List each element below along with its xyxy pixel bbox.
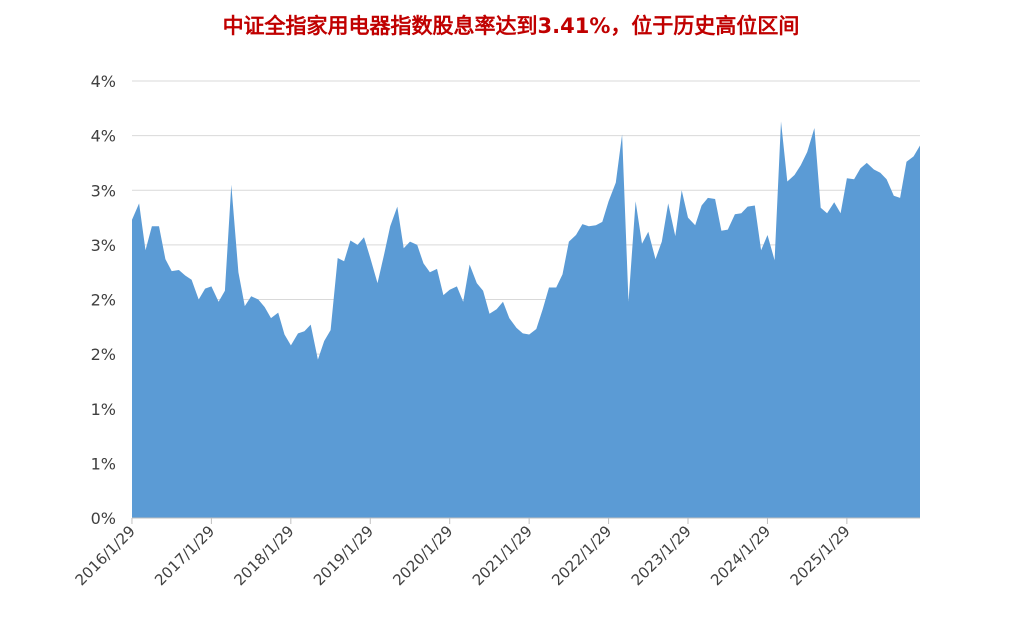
y-axis: 0% 1% 1% 2% 2% 3% 3% 4% 4% (91, 72, 116, 528)
y-tick-label: 2% (91, 345, 116, 364)
area-series (132, 121, 920, 519)
x-tick-label: 2022/1/29 (548, 522, 615, 589)
x-tick-label: 2017/1/29 (151, 522, 218, 589)
x-tick-label: 2023/1/29 (628, 522, 695, 589)
x-tick-label: 2024/1/29 (707, 522, 774, 589)
x-tick-label: 2016/1/29 (72, 522, 139, 589)
y-tick-label: 1% (91, 454, 116, 473)
x-tick-label: 2025/1/29 (787, 522, 854, 589)
x-axis: 2016/1/29 2017/1/29 2018/1/29 2019/1/29 2020… (72, 517, 920, 589)
chart-title: 中证全指家用电器指数股息率达到3.41%，位于历史高位区间 (222, 14, 800, 38)
y-tick-label: 4% (91, 72, 116, 91)
y-tick-label: 0% (91, 509, 116, 528)
x-tick-label: 2020/1/29 (389, 522, 456, 589)
x-tick-label: 2021/1/29 (469, 522, 536, 589)
x-tick-label: 2019/1/29 (310, 522, 377, 589)
y-tick-label: 3% (91, 236, 116, 255)
series-area (132, 121, 920, 519)
y-tick-label: 4% (91, 127, 116, 146)
y-tick-label: 1% (91, 400, 116, 419)
y-tick-label: 2% (91, 291, 116, 310)
y-tick-label: 3% (91, 181, 116, 200)
x-tick-label: 2018/1/29 (231, 522, 298, 589)
